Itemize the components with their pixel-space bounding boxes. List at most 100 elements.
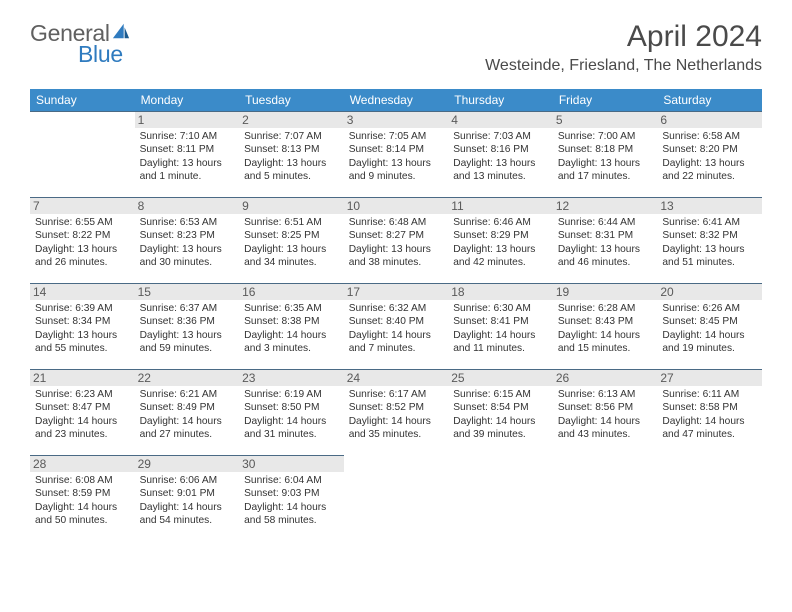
day-cell: 13Sunrise: 6:41 AMSunset: 8:32 PMDayligh… bbox=[657, 198, 762, 284]
daylight-text: Daylight: 13 hours bbox=[662, 243, 757, 256]
daylight-text: Daylight: 14 hours bbox=[558, 329, 653, 342]
day-number bbox=[448, 456, 553, 472]
sunset-text: Sunset: 8:18 PM bbox=[558, 143, 653, 156]
day-cell: 12Sunrise: 6:44 AMSunset: 8:31 PMDayligh… bbox=[553, 198, 658, 284]
sunset-text: Sunset: 8:22 PM bbox=[35, 229, 130, 242]
sunrise-text: Sunrise: 6:28 AM bbox=[558, 302, 653, 315]
day-cell: 1Sunrise: 7:10 AMSunset: 8:11 PMDaylight… bbox=[135, 112, 240, 198]
sunrise-text: Sunrise: 6:51 AM bbox=[244, 216, 339, 229]
daylight-text: and 43 minutes. bbox=[558, 428, 653, 441]
sunrise-text: Sunrise: 6:06 AM bbox=[140, 474, 235, 487]
daylight-text: and 47 minutes. bbox=[662, 428, 757, 441]
sunrise-text: Sunrise: 6:15 AM bbox=[453, 388, 548, 401]
dow-sunday: Sunday bbox=[30, 89, 135, 112]
day-cell: 20Sunrise: 6:26 AMSunset: 8:45 PMDayligh… bbox=[657, 284, 762, 370]
daylight-text: and 30 minutes. bbox=[140, 256, 235, 269]
day-number bbox=[344, 456, 449, 472]
day-cell: 9Sunrise: 6:51 AMSunset: 8:25 PMDaylight… bbox=[239, 198, 344, 284]
sunset-text: Sunset: 8:29 PM bbox=[453, 229, 548, 242]
day-cell: 14Sunrise: 6:39 AMSunset: 8:34 PMDayligh… bbox=[30, 284, 135, 370]
daylight-text: Daylight: 13 hours bbox=[558, 243, 653, 256]
daylight-text: Daylight: 14 hours bbox=[140, 501, 235, 514]
day-cell: 27Sunrise: 6:11 AMSunset: 8:58 PMDayligh… bbox=[657, 370, 762, 456]
daylight-text: and 59 minutes. bbox=[140, 342, 235, 355]
day-number: 19 bbox=[553, 284, 658, 300]
sunset-text: Sunset: 8:36 PM bbox=[140, 315, 235, 328]
day-cell: 25Sunrise: 6:15 AMSunset: 8:54 PMDayligh… bbox=[448, 370, 553, 456]
title-block: April 2024 Westeinde, Friesland, The Net… bbox=[485, 20, 762, 75]
sunrise-text: Sunrise: 6:21 AM bbox=[140, 388, 235, 401]
daylight-text: Daylight: 13 hours bbox=[140, 329, 235, 342]
day-cell: 16Sunrise: 6:35 AMSunset: 8:38 PMDayligh… bbox=[239, 284, 344, 370]
daylight-text: and 34 minutes. bbox=[244, 256, 339, 269]
dow-thursday: Thursday bbox=[448, 89, 553, 112]
month-title: April 2024 bbox=[485, 20, 762, 53]
sunset-text: Sunset: 8:11 PM bbox=[140, 143, 235, 156]
daylight-text: Daylight: 13 hours bbox=[349, 157, 444, 170]
dow-monday: Monday bbox=[135, 89, 240, 112]
day-cell: 29Sunrise: 6:06 AMSunset: 9:01 PMDayligh… bbox=[135, 456, 240, 542]
day-number: 13 bbox=[657, 198, 762, 214]
daylight-text: Daylight: 14 hours bbox=[244, 329, 339, 342]
sunset-text: Sunset: 8:50 PM bbox=[244, 401, 339, 414]
day-cell: 21Sunrise: 6:23 AMSunset: 8:47 PMDayligh… bbox=[30, 370, 135, 456]
dow-tuesday: Tuesday bbox=[239, 89, 344, 112]
sunset-text: Sunset: 8:23 PM bbox=[140, 229, 235, 242]
daylight-text: and 3 minutes. bbox=[244, 342, 339, 355]
sunset-text: Sunset: 8:59 PM bbox=[35, 487, 130, 500]
sunset-text: Sunset: 9:03 PM bbox=[244, 487, 339, 500]
day-number: 23 bbox=[239, 370, 344, 386]
sunset-text: Sunset: 8:40 PM bbox=[349, 315, 444, 328]
sunrise-text: Sunrise: 6:35 AM bbox=[244, 302, 339, 315]
sunrise-text: Sunrise: 6:55 AM bbox=[35, 216, 130, 229]
daylight-text: and 19 minutes. bbox=[662, 342, 757, 355]
day-number: 9 bbox=[239, 198, 344, 214]
day-cell: 6Sunrise: 6:58 AMSunset: 8:20 PMDaylight… bbox=[657, 112, 762, 198]
sunrise-text: Sunrise: 6:48 AM bbox=[349, 216, 444, 229]
daylight-text: Daylight: 14 hours bbox=[453, 329, 548, 342]
sunrise-text: Sunrise: 6:08 AM bbox=[35, 474, 130, 487]
sunrise-text: Sunrise: 6:46 AM bbox=[453, 216, 548, 229]
daylight-text: and 17 minutes. bbox=[558, 170, 653, 183]
sunset-text: Sunset: 8:34 PM bbox=[35, 315, 130, 328]
day-number bbox=[553, 456, 658, 472]
day-number: 2 bbox=[239, 112, 344, 128]
day-number: 11 bbox=[448, 198, 553, 214]
daylight-text: and 51 minutes. bbox=[662, 256, 757, 269]
sunset-text: Sunset: 8:20 PM bbox=[662, 143, 757, 156]
day-cell: 18Sunrise: 6:30 AMSunset: 8:41 PMDayligh… bbox=[448, 284, 553, 370]
sunset-text: Sunset: 8:32 PM bbox=[662, 229, 757, 242]
daylight-text: Daylight: 13 hours bbox=[244, 243, 339, 256]
sunrise-text: Sunrise: 6:23 AM bbox=[35, 388, 130, 401]
sunrise-text: Sunrise: 6:17 AM bbox=[349, 388, 444, 401]
sunrise-text: Sunrise: 6:11 AM bbox=[662, 388, 757, 401]
sunset-text: Sunset: 8:14 PM bbox=[349, 143, 444, 156]
daylight-text: Daylight: 13 hours bbox=[453, 157, 548, 170]
daylight-text: Daylight: 13 hours bbox=[140, 157, 235, 170]
sunset-text: Sunset: 8:27 PM bbox=[349, 229, 444, 242]
day-number: 28 bbox=[30, 456, 135, 472]
daylight-text: Daylight: 14 hours bbox=[244, 415, 339, 428]
day-number: 14 bbox=[30, 284, 135, 300]
sunrise-text: Sunrise: 6:58 AM bbox=[662, 130, 757, 143]
daylight-text: Daylight: 13 hours bbox=[558, 157, 653, 170]
day-number bbox=[30, 112, 135, 128]
daylight-text: Daylight: 14 hours bbox=[558, 415, 653, 428]
day-cell: 2Sunrise: 7:07 AMSunset: 8:13 PMDaylight… bbox=[239, 112, 344, 198]
sunset-text: Sunset: 8:38 PM bbox=[244, 315, 339, 328]
daylight-text: Daylight: 13 hours bbox=[453, 243, 548, 256]
day-number: 12 bbox=[553, 198, 658, 214]
daylight-text: Daylight: 13 hours bbox=[35, 329, 130, 342]
daylight-text: and 13 minutes. bbox=[453, 170, 548, 183]
header: GeneralBlue April 2024 Westeinde, Friesl… bbox=[0, 0, 792, 81]
sunrise-text: Sunrise: 7:03 AM bbox=[453, 130, 548, 143]
daylight-text: Daylight: 13 hours bbox=[662, 157, 757, 170]
daylight-text: and 1 minute. bbox=[140, 170, 235, 183]
week-row: 14Sunrise: 6:39 AMSunset: 8:34 PMDayligh… bbox=[30, 284, 762, 370]
daylight-text: and 15 minutes. bbox=[558, 342, 653, 355]
dow-friday: Friday bbox=[553, 89, 658, 112]
sunset-text: Sunset: 8:41 PM bbox=[453, 315, 548, 328]
daylight-text: and 46 minutes. bbox=[558, 256, 653, 269]
daylight-text: Daylight: 14 hours bbox=[349, 415, 444, 428]
sunrise-text: Sunrise: 6:30 AM bbox=[453, 302, 548, 315]
